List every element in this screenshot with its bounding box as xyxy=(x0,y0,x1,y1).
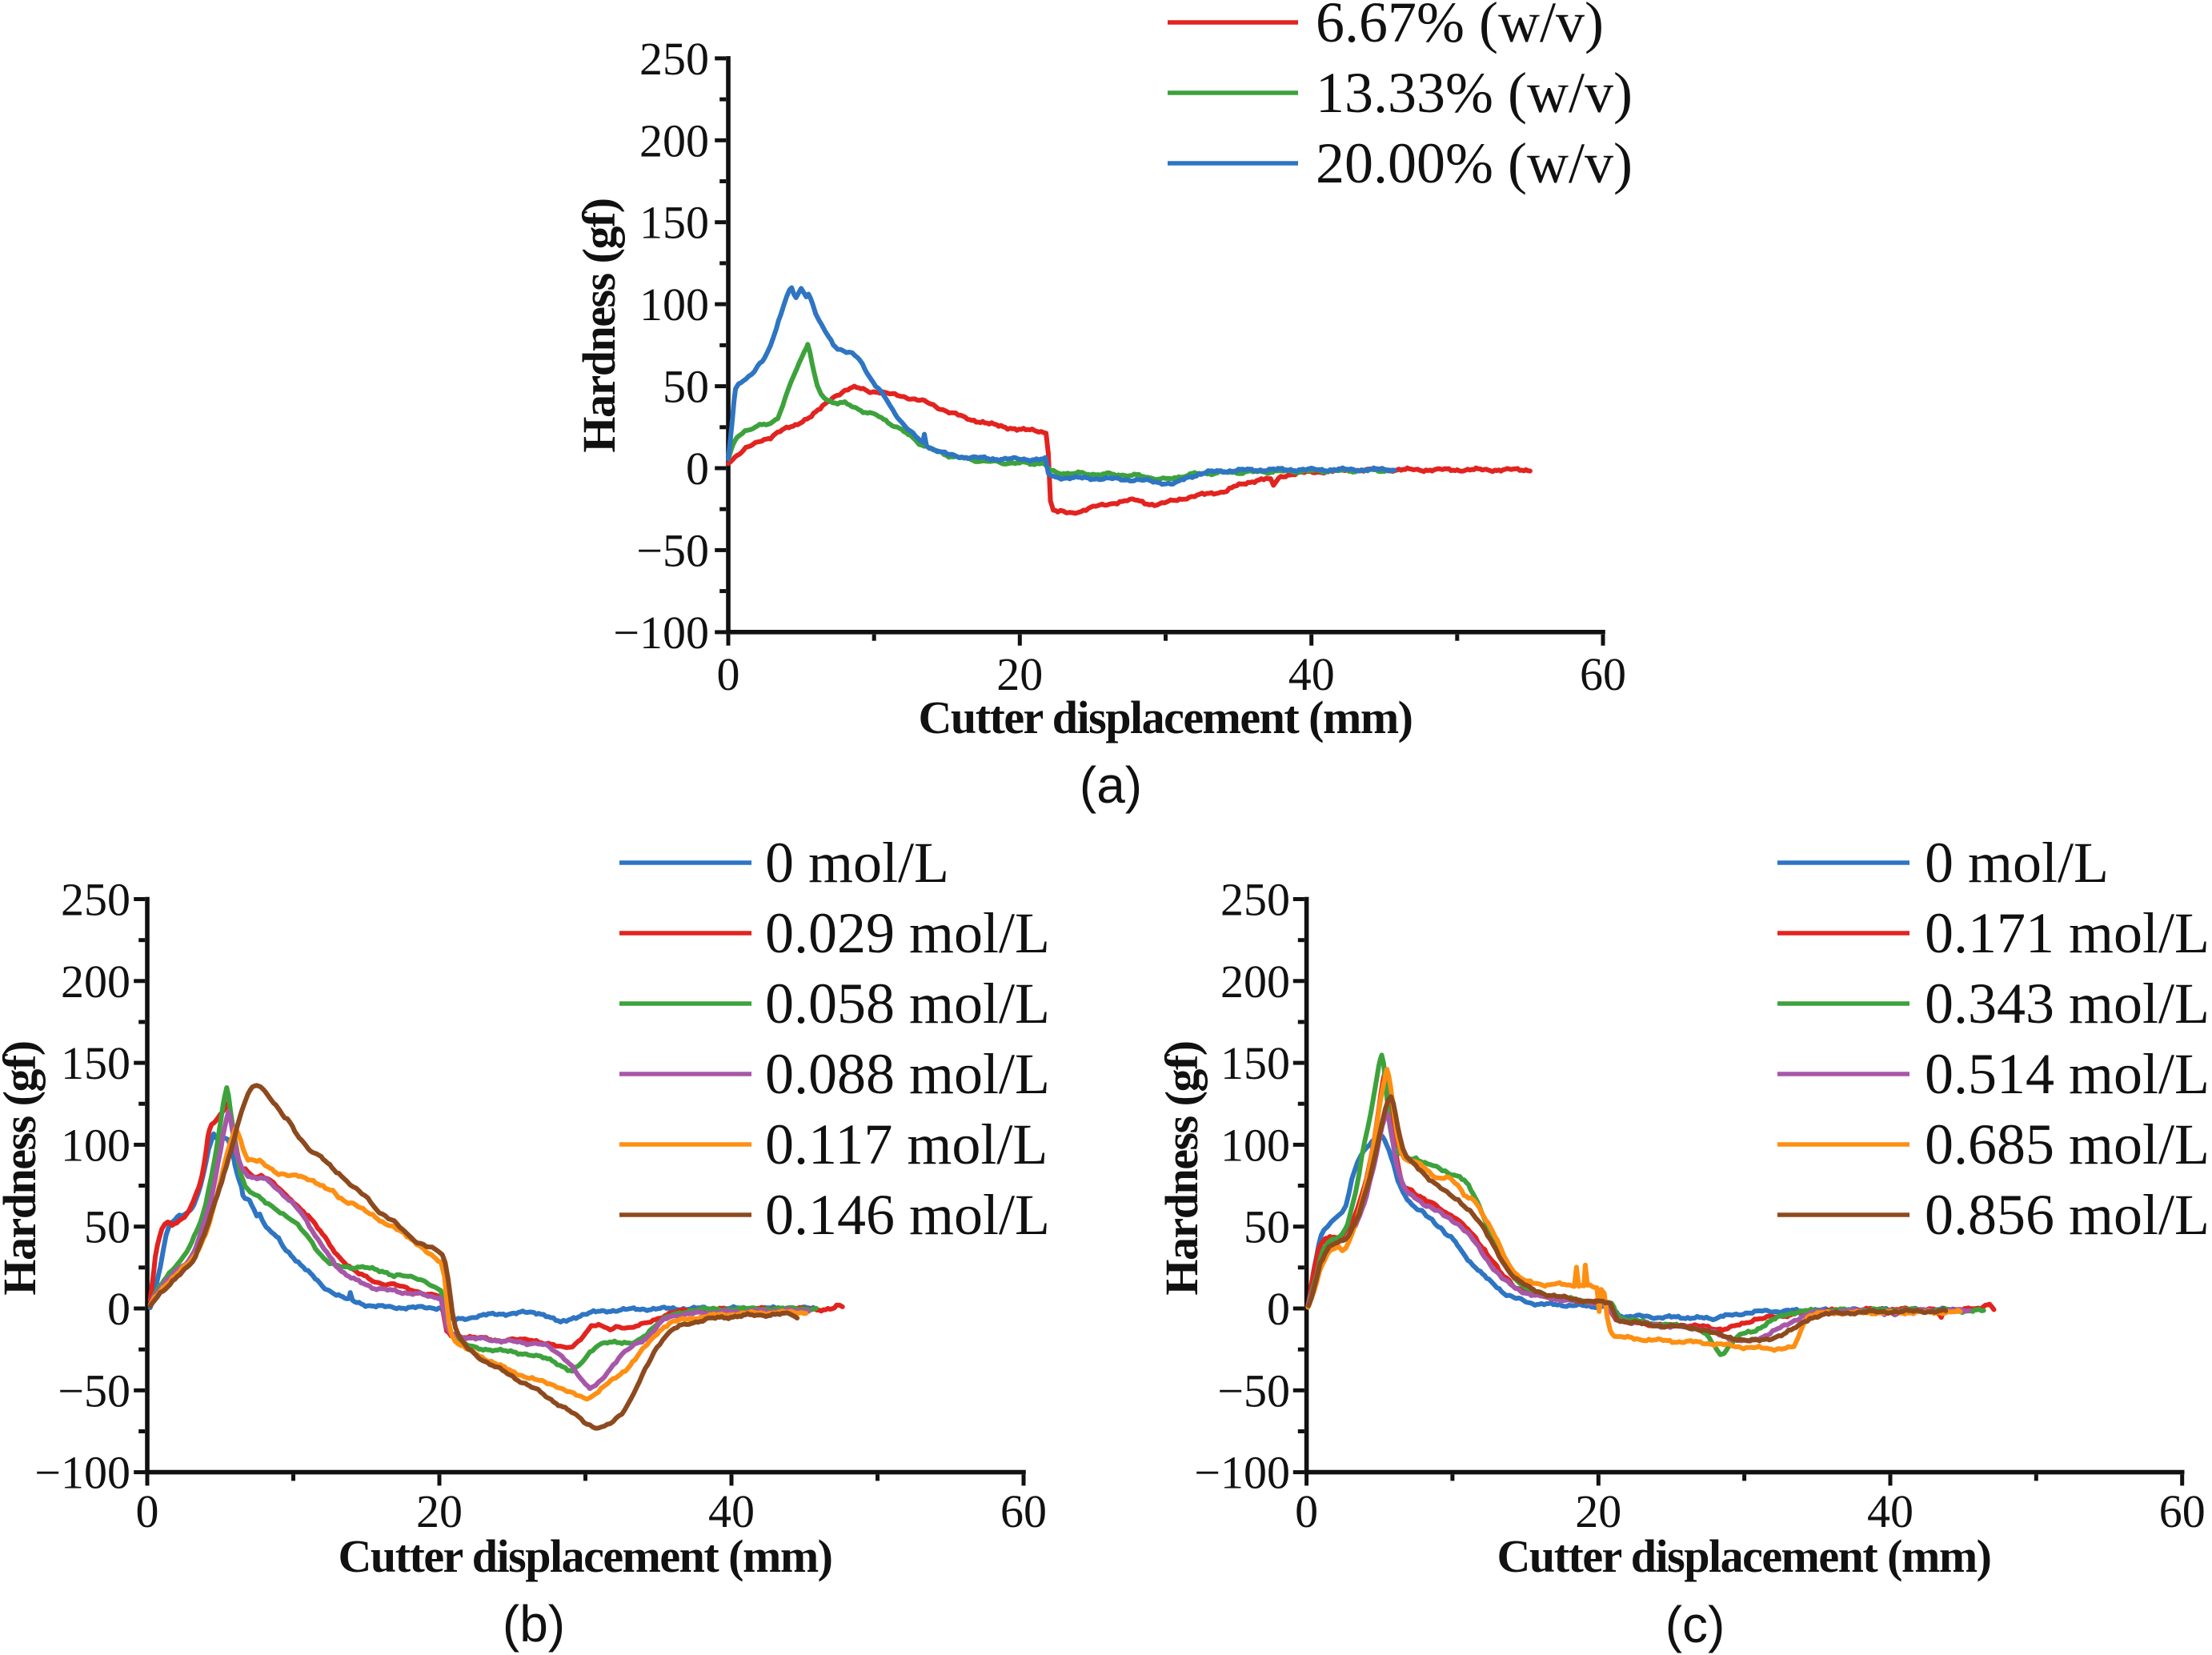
svg-text:40: 40 xyxy=(1867,1485,1913,1537)
svg-text:Cutter displacement (mm): Cutter displacement (mm) xyxy=(919,691,1413,743)
svg-text:Hardness (gf): Hardness (gf) xyxy=(0,1041,46,1295)
svg-text:0.146 mol/L: 0.146 mol/L xyxy=(765,1183,1050,1247)
svg-text:40: 40 xyxy=(708,1485,755,1537)
svg-text:20: 20 xyxy=(1575,1485,1621,1537)
svg-text:0.856 mol/L: 0.856 mol/L xyxy=(1925,1183,2210,1247)
svg-text:0.088 mol/L: 0.088 mol/L xyxy=(765,1042,1050,1106)
svg-text:(b): (b) xyxy=(503,1595,565,1653)
svg-text:0.058 mol/L: 0.058 mol/L xyxy=(765,972,1050,1036)
svg-text:200: 200 xyxy=(61,956,130,1008)
svg-text:100: 100 xyxy=(61,1119,130,1171)
svg-text:−50: −50 xyxy=(636,524,709,576)
svg-text:0 mol/L: 0 mol/L xyxy=(765,831,949,895)
svg-text:0 mol/L: 0 mol/L xyxy=(1925,831,2109,895)
svg-text:Hardness (gf): Hardness (gf) xyxy=(1156,1041,1208,1295)
svg-text:0: 0 xyxy=(686,443,709,495)
svg-text:−100: −100 xyxy=(1194,1447,1290,1499)
svg-text:150: 150 xyxy=(639,197,709,249)
svg-text:0.171 mol/L: 0.171 mol/L xyxy=(1925,901,2210,965)
svg-text:60: 60 xyxy=(1580,648,1626,700)
svg-text:0: 0 xyxy=(1295,1485,1318,1537)
svg-text:−50: −50 xyxy=(58,1364,130,1417)
svg-text:0.343 mol/L: 0.343 mol/L xyxy=(1925,972,2210,1036)
svg-text:250: 250 xyxy=(1220,874,1290,926)
svg-text:6.67% (w/v): 6.67% (w/v) xyxy=(1316,0,1604,54)
svg-text:100: 100 xyxy=(639,279,709,331)
svg-text:(c): (c) xyxy=(1665,1596,1725,1653)
svg-text:0.685 mol/L: 0.685 mol/L xyxy=(1925,1112,2210,1176)
svg-text:−100: −100 xyxy=(613,607,709,659)
svg-text:0.117 mol/L: 0.117 mol/L xyxy=(765,1112,1048,1176)
svg-text:−50: −50 xyxy=(1217,1364,1290,1417)
svg-text:50: 50 xyxy=(663,361,709,413)
svg-text:20: 20 xyxy=(996,648,1043,700)
svg-text:0: 0 xyxy=(717,648,740,700)
svg-text:50: 50 xyxy=(1244,1201,1290,1253)
svg-text:13.33% (w/v): 13.33% (w/v) xyxy=(1316,61,1633,125)
svg-text:Cutter displacement (mm): Cutter displacement (mm) xyxy=(1497,1530,1991,1582)
svg-text:(a): (a) xyxy=(1080,756,1142,814)
svg-text:0.029 mol/L: 0.029 mol/L xyxy=(765,901,1050,965)
svg-text:60: 60 xyxy=(1000,1485,1047,1537)
svg-text:0.514 mol/L: 0.514 mol/L xyxy=(1925,1042,2210,1106)
svg-text:20: 20 xyxy=(416,1485,463,1537)
svg-text:Hardness (gf): Hardness (gf) xyxy=(573,198,625,452)
svg-text:150: 150 xyxy=(1220,1037,1290,1089)
svg-text:0: 0 xyxy=(136,1485,159,1537)
svg-text:0: 0 xyxy=(1267,1283,1290,1335)
svg-text:40: 40 xyxy=(1288,648,1335,700)
svg-text:Cutter displacement (mm): Cutter displacement (mm) xyxy=(339,1530,832,1582)
svg-text:250: 250 xyxy=(61,874,130,926)
svg-text:50: 50 xyxy=(84,1201,130,1253)
svg-text:100: 100 xyxy=(1220,1119,1290,1171)
svg-text:−100: −100 xyxy=(34,1447,130,1499)
svg-text:60: 60 xyxy=(2159,1485,2206,1537)
svg-text:250: 250 xyxy=(639,33,709,85)
svg-text:200: 200 xyxy=(639,114,709,166)
svg-text:150: 150 xyxy=(61,1037,130,1089)
svg-text:0: 0 xyxy=(107,1283,130,1335)
svg-text:20.00% (w/v): 20.00% (w/v) xyxy=(1316,131,1633,195)
svg-text:200: 200 xyxy=(1220,956,1290,1008)
